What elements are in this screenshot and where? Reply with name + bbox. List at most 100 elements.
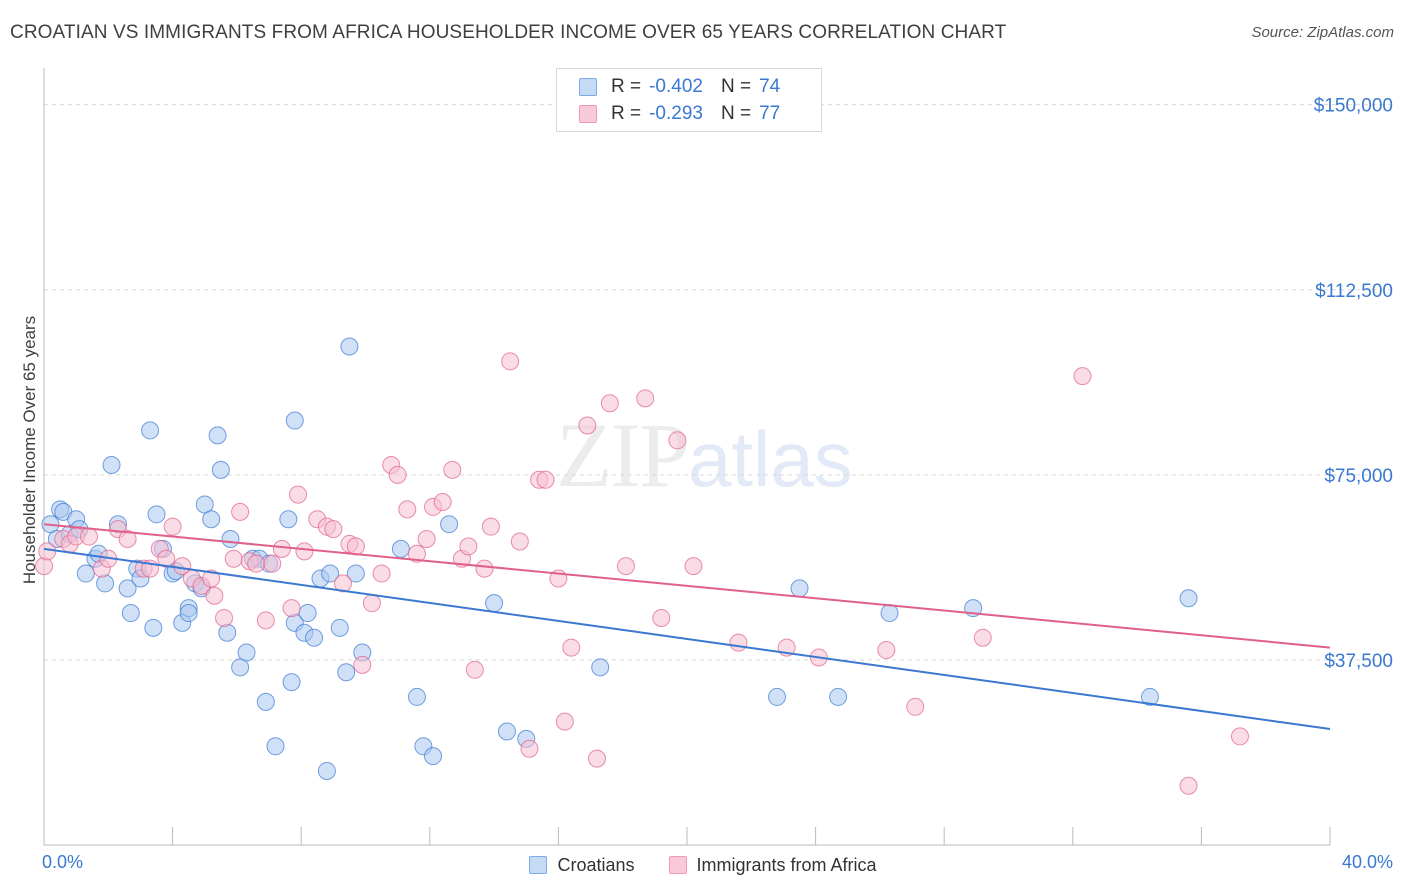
point-croatians — [317, 761, 336, 780]
point-africa — [600, 394, 619, 413]
stats-n-label: N = — [720, 103, 752, 124]
point-africa — [1073, 367, 1092, 386]
point-africa — [459, 537, 478, 556]
x-tick-label: 0.0% — [42, 852, 83, 872]
stats-n-value: 74 — [759, 76, 781, 97]
point-africa — [346, 537, 365, 556]
point-africa — [684, 557, 703, 576]
point-croatians — [829, 687, 848, 706]
point-africa — [263, 554, 282, 573]
stats-swatch-croatians — [579, 78, 597, 96]
watermark: ZIPatlas — [556, 402, 853, 508]
point-africa — [157, 549, 176, 568]
point-croatians — [298, 604, 317, 623]
point-africa — [906, 697, 925, 716]
point-croatians — [237, 643, 256, 662]
legend-label-africa: Immigrants from Africa — [696, 854, 877, 875]
y-tick-label: $112,500 — [1315, 281, 1393, 302]
point-croatians — [141, 421, 160, 440]
point-africa — [272, 539, 291, 558]
point-croatians — [591, 658, 610, 677]
point-croatians — [1140, 687, 1159, 706]
point-africa — [417, 530, 436, 548]
point-africa — [668, 431, 687, 450]
point-croatians — [218, 623, 237, 642]
stats-row-africa: R = -0.293 N = 77 — [579, 100, 780, 128]
point-africa — [520, 739, 539, 758]
legend-label-croatians: Croatians — [557, 854, 635, 875]
point-africa — [38, 542, 57, 561]
point-africa — [475, 559, 494, 578]
point-africa — [256, 611, 275, 630]
point-africa — [224, 549, 243, 568]
legend-item-croatians[interactable]: Croatians — [529, 854, 635, 876]
point-croatians — [440, 515, 459, 534]
point-croatians — [179, 604, 198, 623]
point-africa — [443, 460, 462, 479]
point-croatians — [231, 658, 250, 677]
point-africa — [353, 655, 372, 674]
point-africa — [205, 586, 224, 605]
stats-r-value: -0.402 — [649, 76, 703, 97]
y-tick-label: $75,000 — [1324, 466, 1393, 487]
y-tick-label: $150,000 — [1314, 96, 1393, 117]
point-africa — [407, 544, 426, 563]
point-africa — [398, 500, 417, 519]
stats-row-croatians: R = -0.402 N = 74 — [579, 73, 780, 101]
point-croatians — [285, 411, 304, 430]
watermark-bold: ZIP — [556, 404, 690, 506]
source-label: Source: ZipAtlas.com — [1251, 24, 1394, 41]
point-croatians — [346, 564, 365, 583]
point-africa — [388, 465, 407, 484]
legend: Croatians Immigrants from Africa — [0, 852, 1406, 878]
point-africa — [877, 641, 896, 660]
point-africa — [587, 749, 606, 768]
point-africa — [616, 557, 635, 576]
point-croatians — [497, 722, 516, 741]
point-africa — [729, 633, 748, 652]
point-africa — [578, 416, 597, 435]
point-africa — [501, 352, 520, 371]
point-croatians — [202, 510, 221, 529]
point-africa — [636, 389, 655, 408]
stats-r-label: R = — [611, 103, 642, 124]
point-africa — [555, 712, 574, 731]
point-africa — [973, 628, 992, 647]
point-croatians — [211, 460, 230, 479]
point-africa — [481, 517, 500, 536]
point-croatians — [208, 426, 227, 445]
point-croatians — [424, 747, 443, 766]
point-africa — [510, 532, 529, 551]
point-croatians — [147, 505, 166, 524]
point-africa — [562, 638, 581, 657]
point-africa — [163, 517, 182, 536]
point-africa — [1179, 776, 1198, 795]
point-africa — [295, 542, 314, 561]
point-croatians — [391, 539, 410, 558]
point-africa — [1230, 727, 1249, 746]
point-africa — [362, 594, 381, 613]
point-africa — [433, 492, 452, 511]
point-croatians — [256, 692, 275, 711]
legend-item-africa[interactable]: Immigrants from Africa — [668, 854, 877, 876]
point-croatians — [337, 663, 356, 682]
stats-box: R = -0.402 N = 74 R = -0.293 N = 77 — [556, 68, 822, 132]
point-croatians — [282, 673, 301, 692]
point-croatians — [485, 594, 504, 613]
point-croatians — [790, 579, 809, 598]
point-africa — [465, 660, 484, 679]
point-africa — [288, 485, 307, 504]
point-africa — [333, 574, 352, 593]
point-croatians — [340, 337, 359, 356]
point-croatians — [195, 495, 214, 514]
trend-line-africa — [43, 523, 1331, 649]
legend-swatch-croatians — [529, 856, 548, 874]
stats-swatch-africa — [579, 105, 597, 123]
point-croatians — [1179, 589, 1198, 608]
stats-n-label: N = — [720, 76, 752, 97]
stats-r-value: -0.293 — [649, 103, 703, 124]
point-croatians — [330, 618, 349, 637]
point-africa — [652, 608, 671, 627]
point-africa — [202, 569, 221, 588]
